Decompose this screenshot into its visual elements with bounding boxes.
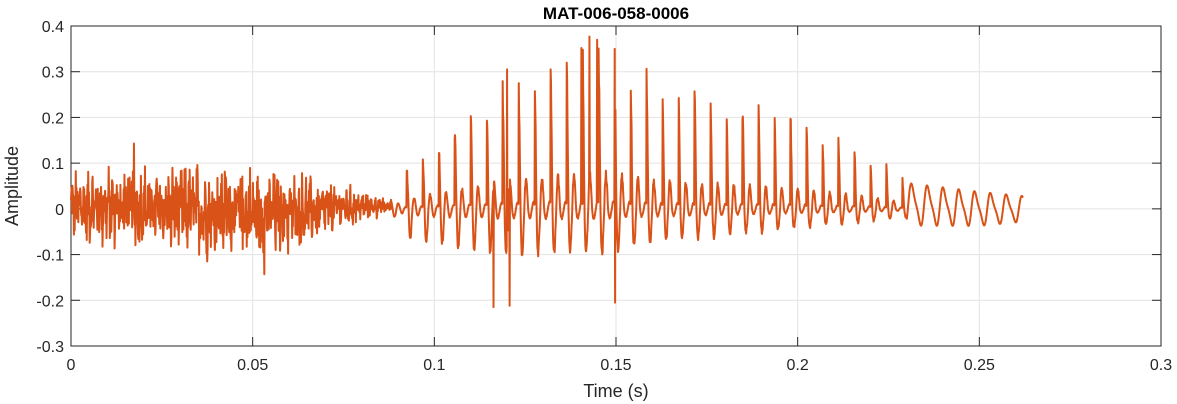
y-tick-label: 0.2 [42,110,64,127]
x-tick-label: 0.3 [1150,357,1172,374]
x-tick-label: 0 [67,357,76,374]
x-tick-label: 0.25 [964,357,995,374]
y-tick-label: -0.2 [36,293,64,310]
x-tick-label: 0.1 [423,357,445,374]
y-tick-labels: -0.3 -0.2 -0.1 0 0.1 0.2 0.3 0.4 [36,19,64,356]
y-axis-label: Amplitude [2,146,22,226]
axis-ticks [70,25,1162,347]
y-tick-label: 0 [55,202,64,219]
y-tick-label: 0.4 [42,19,64,36]
series-line-amplitude [70,35,1024,309]
x-tick-label: 0.15 [600,357,631,374]
x-tick-labels: 0 0.05 0.1 0.15 0.2 0.25 0.3 [67,357,1173,374]
chart-title: MAT-006-058-0006 [543,4,689,23]
y-tick-label: 0.1 [42,156,64,173]
y-tick-label: -0.1 [36,248,64,265]
y-tick-label: -0.3 [36,339,64,356]
y-tick-label: 0.3 [42,65,64,82]
x-tick-label: 0.2 [787,357,809,374]
x-axis-label: Time (s) [583,381,648,401]
x-tick-label: 0.05 [237,357,268,374]
